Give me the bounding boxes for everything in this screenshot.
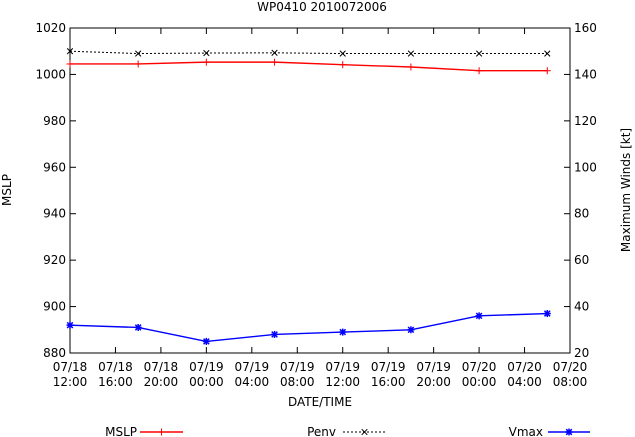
x-tick-label-date: 07/18 bbox=[144, 360, 179, 374]
series-point-penv bbox=[271, 49, 278, 56]
x-tick-label-date: 07/18 bbox=[53, 360, 88, 374]
series-point-vmax bbox=[407, 326, 415, 334]
y2-tick-label: 160 bbox=[574, 21, 597, 35]
y2-tick-label: 140 bbox=[574, 67, 597, 81]
x-tick-label-date: 07/19 bbox=[416, 360, 451, 374]
series-point-penv bbox=[339, 50, 346, 57]
legend: MSLP Penv Vmax bbox=[105, 425, 590, 437]
x-tick-label-time: 04:00 bbox=[507, 375, 542, 389]
y2-tick-label: 40 bbox=[574, 300, 589, 314]
series-point-penv bbox=[135, 50, 142, 57]
x-tick-label-time: 12:00 bbox=[53, 375, 88, 389]
legend-marker-mslp bbox=[158, 428, 165, 436]
x-tick-label-date: 07/20 bbox=[553, 360, 588, 374]
series-point-mslp bbox=[202, 58, 210, 66]
series-point-penv bbox=[544, 50, 551, 57]
y-tick-label: 900 bbox=[43, 300, 66, 314]
x-tick-label-time: 16:00 bbox=[98, 375, 133, 389]
series-point-penv bbox=[66, 48, 74, 55]
series-point-mslp bbox=[271, 58, 279, 66]
x-tick-label-date: 07/20 bbox=[507, 360, 542, 374]
y2-axis-label: Maximum Winds [kt] bbox=[619, 128, 633, 252]
y-tick-label: 920 bbox=[43, 253, 66, 267]
series-point-vmax bbox=[339, 328, 347, 336]
series-point-vmax bbox=[543, 310, 551, 318]
x-tick-label-time: 20:00 bbox=[416, 375, 451, 389]
y-axis-left: 880 900 920 940 960 980 1000 1020 bbox=[35, 21, 570, 360]
legend-label-mslp: MSLP bbox=[105, 425, 137, 437]
y-tick-label: 1020 bbox=[35, 21, 66, 35]
series-line-mslp bbox=[70, 61, 548, 72]
x-axis: 07/1812:0007/1816:0007/1820:0007/1900:00… bbox=[53, 28, 588, 389]
y-tick-label: 880 bbox=[43, 346, 66, 360]
y-tick-label: 940 bbox=[43, 207, 66, 221]
y2-tick-label: 100 bbox=[574, 160, 597, 174]
y2-tick-label: 20 bbox=[574, 346, 589, 360]
series-point-vmax bbox=[134, 323, 142, 331]
y2-tick-label: 60 bbox=[574, 253, 589, 267]
series-point-penv bbox=[203, 49, 210, 57]
x-tick-label-date: 07/19 bbox=[325, 360, 360, 374]
x-tick-label-time: 12:00 bbox=[325, 375, 360, 389]
y2-tick-label: 120 bbox=[574, 114, 597, 128]
series-point-vmax bbox=[202, 337, 210, 345]
x-tick-label-date: 07/19 bbox=[235, 360, 270, 374]
chart-title: WP0410 2010072006 bbox=[257, 0, 387, 14]
series-layer bbox=[66, 48, 551, 345]
x-tick-label-time: 20:00 bbox=[144, 375, 179, 389]
series-point-vmax bbox=[66, 321, 74, 329]
series-point-penv bbox=[407, 50, 415, 57]
y2-tick-label: 80 bbox=[574, 207, 589, 221]
series-point-mslp bbox=[66, 60, 74, 68]
y-tick-label: 960 bbox=[43, 160, 66, 174]
series-point-vmax bbox=[475, 312, 483, 320]
series-point-mslp bbox=[134, 60, 142, 68]
x-tick-label-date: 07/19 bbox=[371, 360, 406, 374]
series-point-penv bbox=[475, 50, 483, 57]
series-line-vmax bbox=[69, 312, 548, 343]
x-tick-label-time: 08:00 bbox=[553, 375, 588, 389]
legend-label-penv: Penv bbox=[307, 425, 336, 437]
x-tick-label-date: 07/20 bbox=[462, 360, 497, 374]
plot-frame bbox=[69, 27, 571, 354]
series-point-mslp bbox=[475, 67, 483, 75]
x-tick-label-date: 07/19 bbox=[280, 360, 315, 374]
x-tick-label-time: 00:00 bbox=[189, 375, 224, 389]
x-tick-label-time: 16:00 bbox=[371, 375, 406, 389]
x-tick-label-time: 04:00 bbox=[235, 375, 270, 389]
legend-marker-vmax bbox=[565, 428, 573, 436]
legend-label-vmax: Vmax bbox=[509, 425, 543, 437]
series-line-penv bbox=[69, 50, 548, 55]
series-point-mslp bbox=[339, 61, 347, 69]
y-axis-right: 20 40 60 80 100 120 140 160 bbox=[574, 21, 597, 360]
y-tick-label: 980 bbox=[43, 114, 66, 128]
x-tick-label-time: 00:00 bbox=[462, 375, 497, 389]
y-tick-label: 1000 bbox=[35, 67, 66, 81]
series-point-mslp bbox=[407, 63, 415, 71]
series-point-mslp bbox=[543, 67, 551, 75]
legend-marker-penv bbox=[361, 428, 368, 436]
series-point-vmax bbox=[271, 330, 279, 338]
x-tick-label-time: 08:00 bbox=[280, 375, 315, 389]
x-tick-label-date: 07/19 bbox=[189, 360, 224, 374]
x-axis-label: DATE/TIME bbox=[288, 395, 352, 409]
y-axis-label: MSLP bbox=[0, 174, 14, 206]
x-tick-label-date: 07/18 bbox=[98, 360, 133, 374]
